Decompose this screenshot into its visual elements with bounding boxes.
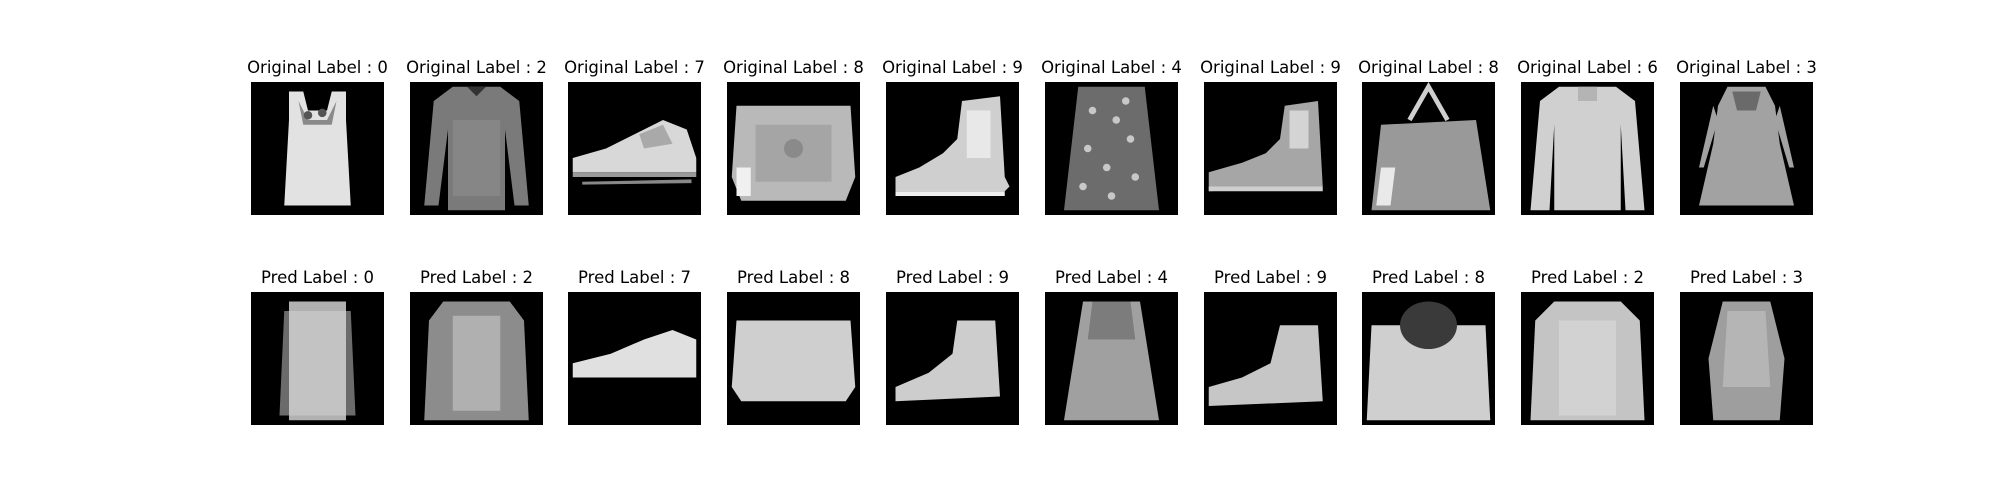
panel-title: Original Label : 4 [1041, 58, 1182, 77]
panel-title: Original Label : 0 [247, 58, 388, 77]
panel-title: Original Label : 2 [406, 58, 547, 77]
panel-title: Original Label : 3 [1676, 58, 1817, 77]
sneaker-image [568, 82, 701, 215]
panel-title: Original Label : 9 [882, 58, 1023, 77]
blurry-bag-image [727, 292, 860, 425]
panel-title: Pred Label : 9 [895, 268, 1009, 287]
blurry-pullover-image [410, 292, 543, 425]
panel-title: Original Label : 8 [1358, 58, 1499, 77]
blurry-dress-image [1680, 292, 1813, 425]
panel-title: Original Label : 6 [1517, 58, 1658, 77]
panel-title: Pred Label : 2 [1530, 268, 1644, 287]
panel-title: Original Label : 8 [723, 58, 864, 77]
panel-title: Pred Label : 8 [736, 268, 850, 287]
panel-title: Pred Label : 7 [577, 268, 691, 287]
panel-title: Pred Label : 3 [1689, 268, 1803, 287]
ankle-boot-image [1204, 82, 1337, 215]
panel-title: Pred Label : 2 [419, 268, 533, 287]
coat-image [1045, 82, 1178, 215]
blurry-boot-image [1204, 292, 1337, 425]
handbag-image [1362, 82, 1495, 215]
dress-image [1680, 82, 1813, 215]
blurry-sneaker-image [568, 292, 701, 425]
bag-image [727, 82, 860, 215]
blurry-top-image [251, 292, 384, 425]
tank-top-image [251, 82, 384, 215]
blurry-pullover-image [1521, 292, 1654, 425]
panel-title: Pred Label : 0 [260, 268, 374, 287]
blurry-bag-image [1362, 292, 1495, 425]
pullover-image [410, 82, 543, 215]
blurry-boot-image [886, 292, 1019, 425]
panel-title: Pred Label : 9 [1213, 268, 1327, 287]
panel-title: Original Label : 7 [564, 58, 705, 77]
panel-title: Original Label : 9 [1200, 58, 1341, 77]
shirt-image [1521, 82, 1654, 215]
ankle-boot-image [886, 82, 1019, 215]
panel-title: Pred Label : 8 [1371, 268, 1485, 287]
blurry-coat-image [1045, 292, 1178, 425]
panel-title: Pred Label : 4 [1054, 268, 1168, 287]
